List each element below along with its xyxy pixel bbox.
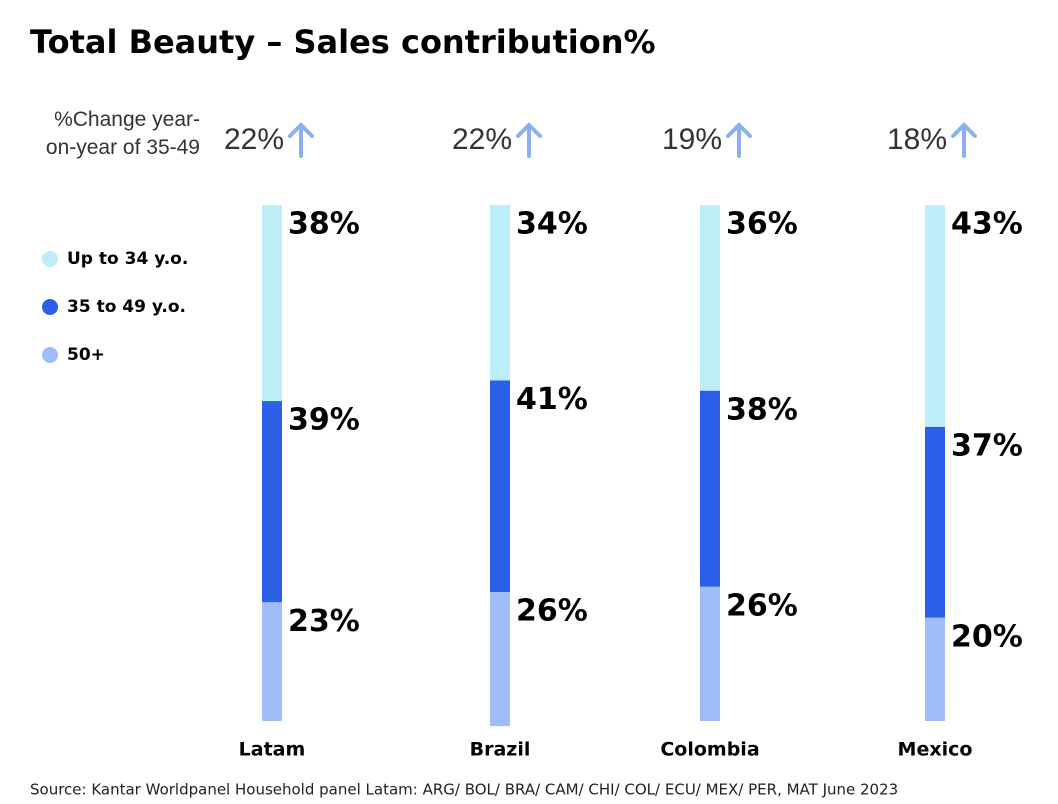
data-label: 20% [951,619,1023,654]
data-label: 37% [951,428,1023,463]
data-label: 34% [516,207,588,242]
bar-segment [925,426,945,618]
bar-segment [925,205,945,427]
legend-label: Up to 34 y.o. [67,249,188,269]
data-label: 43% [951,207,1023,242]
change-value: 22% [224,123,284,156]
legend-label: 35 to 49 y.o. [67,297,186,317]
legend-swatch [42,251,58,267]
data-label: 23% [288,604,360,639]
data-label: 36% [726,207,798,242]
data-label: 38% [288,207,360,242]
bar-segment [262,205,282,402]
change-arrow [726,122,752,158]
change-label: %Change year-on-year of 35-49 [45,108,200,159]
bar-segment [700,586,720,721]
bar-segment [490,592,510,727]
x-tick-label: Brazil [470,739,531,761]
data-label: 26% [726,588,798,623]
bar-segment [262,401,282,603]
change-arrow [288,122,314,158]
change-value: 18% [887,123,947,156]
bar-segment [925,617,945,721]
data-label: 38% [726,392,798,427]
source-note: Source: Kantar Worldpanel Household pane… [30,781,898,799]
data-label: 39% [288,403,360,438]
legend-label: 50+ [67,345,105,365]
x-tick-label: Latam [239,739,306,761]
bar-segment [490,380,510,592]
bar-segment [700,390,720,587]
legend-swatch [42,347,58,363]
bar-segment [490,205,510,381]
change-arrow [951,122,977,158]
bar-segment [262,602,282,721]
legend-swatch [42,299,58,315]
chart-title: Total Beauty – Sales contribution% [30,23,656,61]
x-tick-label: Colombia [660,739,759,761]
change-arrow [516,122,542,158]
x-tick-label: Mexico [898,739,973,761]
change-value: 19% [662,123,722,156]
change-value: 22% [452,123,512,156]
data-label: 26% [516,594,588,629]
bar-segment [700,205,720,391]
data-label: 41% [516,382,588,417]
